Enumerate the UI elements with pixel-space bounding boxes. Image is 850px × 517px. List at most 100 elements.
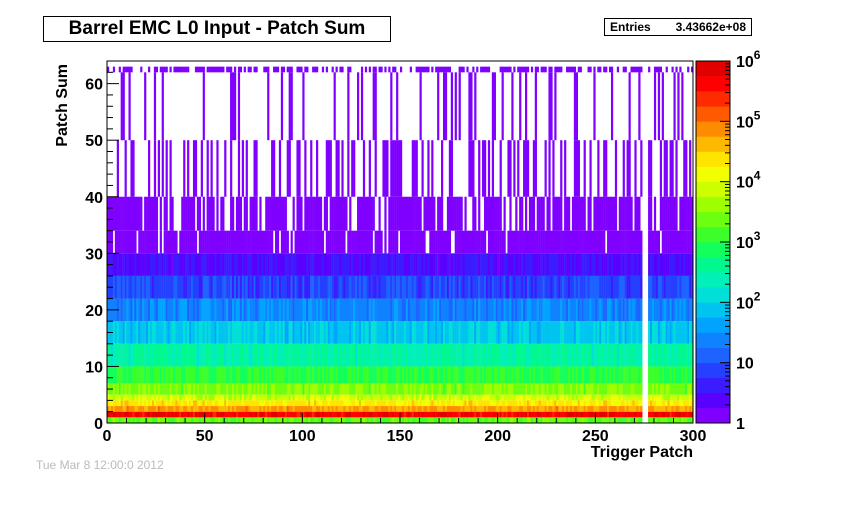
heatmap-cell [532, 196, 536, 231]
heatmap-cell [616, 230, 620, 254]
heatmap-cell [394, 321, 397, 344]
heatmap-cell [476, 66, 479, 73]
heatmap-cell [403, 275, 407, 299]
heatmap-cell [317, 394, 321, 401]
heatmap-cell [241, 383, 244, 395]
heatmap-cell [507, 298, 510, 322]
heatmap-cell [198, 400, 202, 407]
heatmap-cell [485, 417, 489, 423]
heatmap-cell [665, 66, 668, 73]
heatmap-cell [235, 343, 239, 367]
heatmap-cell [575, 411, 578, 418]
heatmap-cell [286, 321, 289, 344]
heatmap-cell [192, 417, 196, 423]
heatmap-cell [286, 383, 289, 395]
heatmap-cell [503, 366, 506, 384]
heatmap-cell [398, 196, 401, 231]
heatmap-cell [435, 275, 438, 299]
heatmap-cell [372, 298, 375, 322]
heatmap-cell [308, 196, 311, 231]
heatmap-cell [454, 366, 457, 384]
heatmap-cell [550, 72, 553, 141]
heatmap-cell [357, 400, 360, 407]
heatmap-cell [612, 400, 616, 407]
heatmap-cell [597, 321, 600, 344]
heatmap-cell [140, 275, 143, 299]
heatmap-cell [312, 66, 315, 73]
heatmap-cell [333, 230, 336, 254]
heatmap-cell [263, 400, 266, 407]
heatmap-cell [491, 253, 495, 276]
heatmap-cell [470, 72, 473, 141]
heatmap-cell [564, 343, 567, 367]
heatmap-cell [323, 366, 327, 384]
heatmap-cell [216, 253, 219, 276]
heatmap-cell [185, 383, 188, 395]
heatmap-cell [159, 406, 162, 412]
heatmap-cell [392, 343, 395, 367]
heatmap-cell [360, 406, 364, 412]
heatmap-cell [132, 140, 135, 197]
heatmap-cell [263, 230, 266, 254]
heatmap-cell [517, 230, 520, 254]
heatmap-cell [536, 411, 539, 418]
heatmap-cell [331, 321, 334, 344]
heatmap-cell [196, 66, 200, 73]
heatmap-cell [528, 394, 532, 401]
heatmap-cell [665, 321, 668, 344]
heatmap-cell [263, 417, 266, 423]
heatmap-cell [144, 298, 147, 322]
heatmap-cell [532, 400, 536, 407]
heatmap-cell [294, 383, 297, 395]
heatmap-cell [659, 275, 662, 299]
heatmap-cell [483, 394, 487, 401]
heatmap-cell [343, 394, 346, 401]
heatmap-cell [192, 196, 196, 231]
heatmap-cell [134, 230, 137, 254]
heatmap-cell [214, 383, 217, 395]
heatmap-cell [312, 196, 315, 231]
heatmap-cell [372, 383, 375, 395]
heatmap-cell [607, 196, 610, 231]
heatmap-cell [474, 275, 477, 299]
heatmap-cell [525, 321, 528, 344]
heatmap-cell [173, 321, 176, 344]
heatmap-cell [653, 411, 657, 418]
heatmap-cell [314, 406, 317, 412]
heatmap-cell [235, 417, 239, 423]
heatmap-cell [155, 253, 159, 276]
heatmap-cell [237, 366, 241, 384]
heatmap-cell [200, 366, 203, 384]
heatmap-cell [312, 400, 315, 407]
heatmap-cell [609, 400, 612, 407]
heatmap-cell [538, 411, 541, 418]
heatmap-cell [462, 411, 465, 418]
heatmap-cell [314, 321, 317, 344]
heatmap-cell [403, 321, 407, 344]
heatmap-cell [530, 343, 534, 367]
heatmap-cell [353, 321, 356, 344]
heatmap-cell [144, 383, 147, 395]
heatmap-cell [280, 366, 284, 384]
heatmap-cell [351, 230, 354, 254]
heatmap-cell [269, 383, 272, 395]
heatmap-cell [151, 366, 155, 384]
heatmap-cell [212, 343, 215, 367]
heatmap-cell [542, 66, 545, 73]
heatmap-cell [316, 411, 319, 418]
heatmap-cell [634, 140, 637, 197]
heatmap-cell [579, 196, 582, 231]
heatmap-cell [222, 383, 225, 395]
heatmap-cell [661, 275, 664, 299]
heatmap-cell [190, 411, 194, 418]
heatmap-cell [114, 400, 118, 407]
heatmap-cell [302, 400, 305, 407]
heatmap-cell [290, 253, 293, 276]
heatmap-cell [171, 275, 174, 299]
heatmap-cell [472, 411, 475, 418]
heatmap-cell [181, 366, 184, 384]
heatmap-cell [392, 66, 395, 73]
heatmap-cell [226, 400, 229, 407]
heatmap-cell [247, 298, 250, 322]
heatmap-cell [368, 298, 371, 322]
